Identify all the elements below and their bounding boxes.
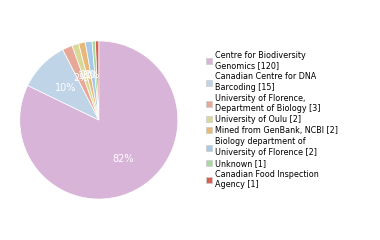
Text: 1%: 1% xyxy=(85,70,101,79)
Wedge shape xyxy=(79,42,99,120)
Text: 1%: 1% xyxy=(78,71,93,81)
Wedge shape xyxy=(28,50,99,120)
Wedge shape xyxy=(20,41,178,199)
Legend: Centre for Biodiversity
Genomics [120], Canadian Centre for DNA
Barcoding [15], : Centre for Biodiversity Genomics [120], … xyxy=(206,51,338,189)
Text: 1%: 1% xyxy=(81,70,97,80)
Text: 2%: 2% xyxy=(73,73,88,83)
Wedge shape xyxy=(85,41,99,120)
Wedge shape xyxy=(72,44,99,120)
Text: 10%: 10% xyxy=(55,83,77,93)
Wedge shape xyxy=(92,41,99,120)
Wedge shape xyxy=(63,46,99,120)
Wedge shape xyxy=(95,41,99,120)
Text: 82%: 82% xyxy=(112,154,134,164)
